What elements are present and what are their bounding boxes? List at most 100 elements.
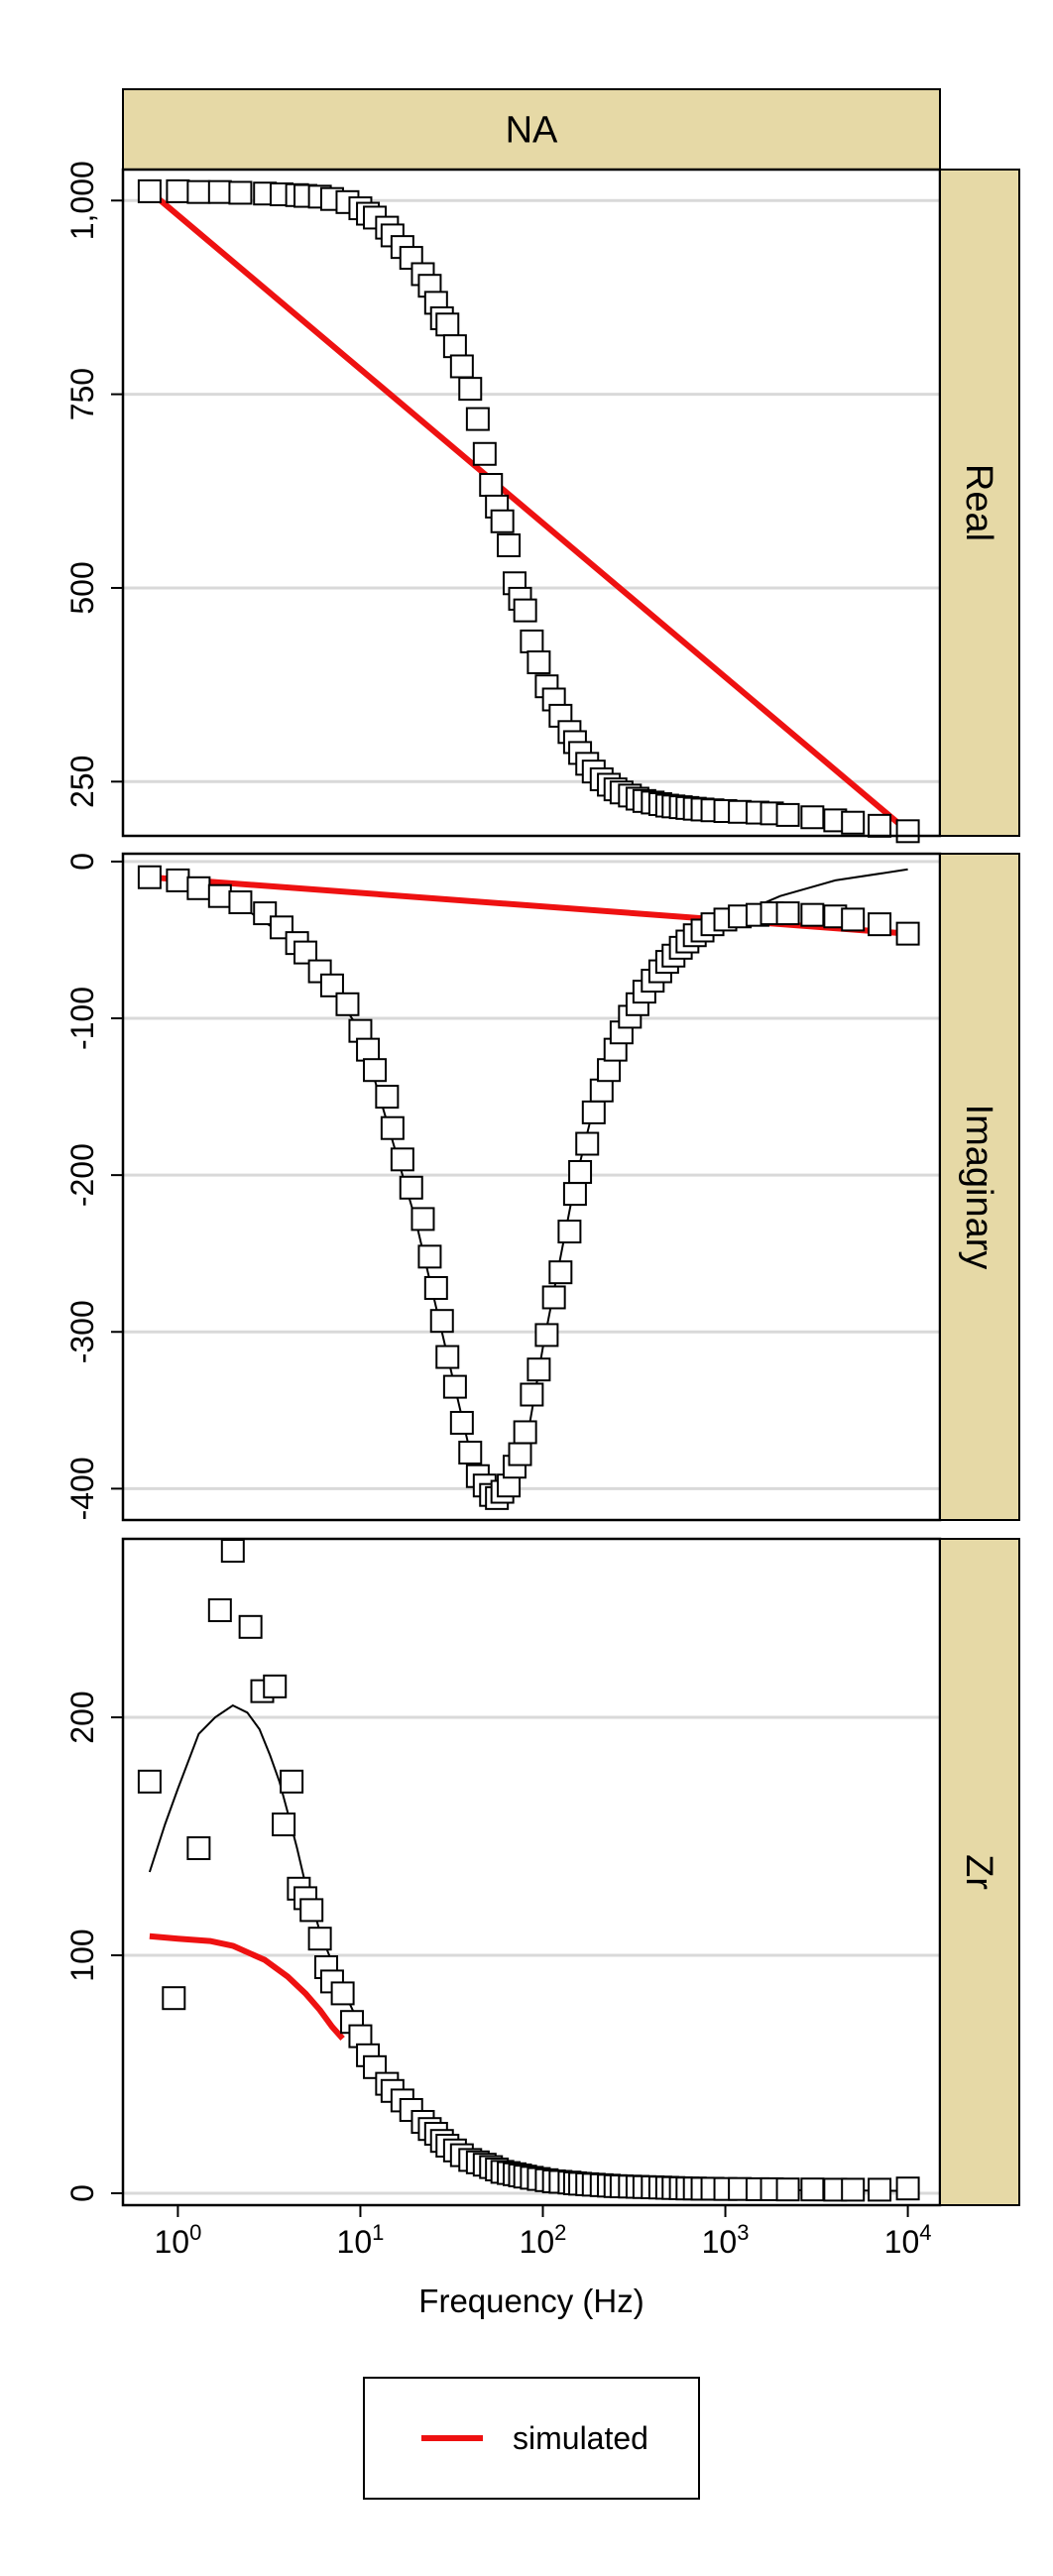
observed-point [319,973,344,997]
x-tick-label: 101 [337,2220,385,2260]
observed-point [417,1244,442,1269]
observed-point [513,1420,537,1445]
observed-point [526,1357,551,1382]
x-tick-exponent: 0 [189,2220,201,2245]
panel-real: 250 500 750 1,000 Real [64,161,1020,844]
observed-point [775,2177,800,2202]
observed-point [458,1441,483,1465]
x-tick-base: 10 [337,2224,373,2260]
legend: simulated [363,2377,700,2500]
observed-point [186,876,211,900]
simulated-line [147,188,910,834]
observed-point [841,2177,866,2202]
x-axis-title: Frequency (Hz) [418,2283,644,2319]
x-tick-exponent: 1 [372,2220,384,2245]
legend-box [363,2377,700,2500]
column-strip-label: NA [506,110,558,152]
observed-point [307,1927,332,1951]
observed-point [575,1131,600,1156]
observed-point [390,1147,414,1172]
row-strip-label: Zr [958,1854,999,1890]
observed-point [513,598,537,623]
observed-point [472,441,497,466]
observed-point [458,377,483,402]
y-tick-label: -300 [64,1300,100,1363]
row-strip-label: Imaginary [958,1105,999,1270]
observed-point [800,902,825,927]
observed-point [220,1539,245,1563]
y-tick-label: -200 [64,1143,100,1207]
observed-point [526,649,551,674]
observed-point [207,179,232,204]
observed-point [207,1598,232,1622]
y-tick-label: 250 [64,756,100,808]
observed-point [186,179,211,204]
x-tick-label: 104 [884,2220,932,2260]
panel-background [123,1539,940,2205]
observed-point [429,1309,454,1334]
panel-background [123,854,940,1520]
x-tick-label: 102 [520,2220,567,2260]
x-tick-exponent: 4 [919,2220,931,2245]
observed-point [868,813,892,838]
observed-point [442,334,467,359]
legend-label-simulated: simulated [513,2420,648,2456]
y-tick-label: 200 [64,1691,100,1743]
observed-point [568,1159,593,1184]
observed-point [548,1260,573,1285]
observed-point [895,2176,920,2201]
row-strip [939,1538,1020,2206]
observed-point [330,1981,355,2006]
simulated-line [149,1932,345,2041]
observed-point [800,805,825,830]
observed-point [375,1085,400,1110]
observed-point [800,2177,825,2202]
observed-point [841,810,866,835]
y-tick-label: 0 [64,853,100,871]
observed-point [775,802,800,827]
x-tick-label: 100 [154,2220,201,2260]
observed-point [137,1769,162,1794]
y-tick-label: 750 [64,368,100,420]
y-tick-label: -100 [64,987,100,1050]
observed-point [162,1986,186,2011]
observed-point [562,1182,587,1207]
observed-point [449,354,474,379]
panel-imaginary: -400 -300 -200 -100 0 Imaginary [64,852,1020,1522]
observed-point [186,1836,211,1860]
row-strip-label: Real [958,464,999,541]
x-tick-base: 10 [520,2224,555,2260]
observed-point [597,1058,622,1083]
observed-point [293,940,318,965]
x-tick-exponent: 2 [554,2220,566,2245]
observed-point [589,1078,614,1103]
observed-point [263,1674,288,1698]
observed-point [137,178,162,203]
observed-point [335,992,360,1016]
observed-point [356,1037,381,1062]
observed-point [238,1614,263,1639]
x-tick-label: 103 [702,2220,750,2260]
observed-point [868,2177,892,2202]
observed-point [280,1769,304,1794]
observed-point [410,1207,435,1231]
observed-point [841,907,866,932]
observed-point [363,1058,388,1083]
observed-point [534,1323,559,1347]
observed-point [520,1382,544,1407]
y-tick-label: -400 [64,1457,100,1520]
observed-point [207,883,232,908]
x-tick-exponent: 3 [737,2220,749,2245]
observed-point [423,1275,448,1300]
x-tick-base: 10 [702,2224,738,2260]
observed-point [479,473,504,498]
observed-point [299,1898,324,1923]
observed-point [775,901,800,926]
y-tick-label: 1,000 [64,161,100,240]
observed-point [895,819,920,844]
column-strip [122,88,941,171]
observed-point [228,890,253,915]
observed-point [449,1410,474,1435]
